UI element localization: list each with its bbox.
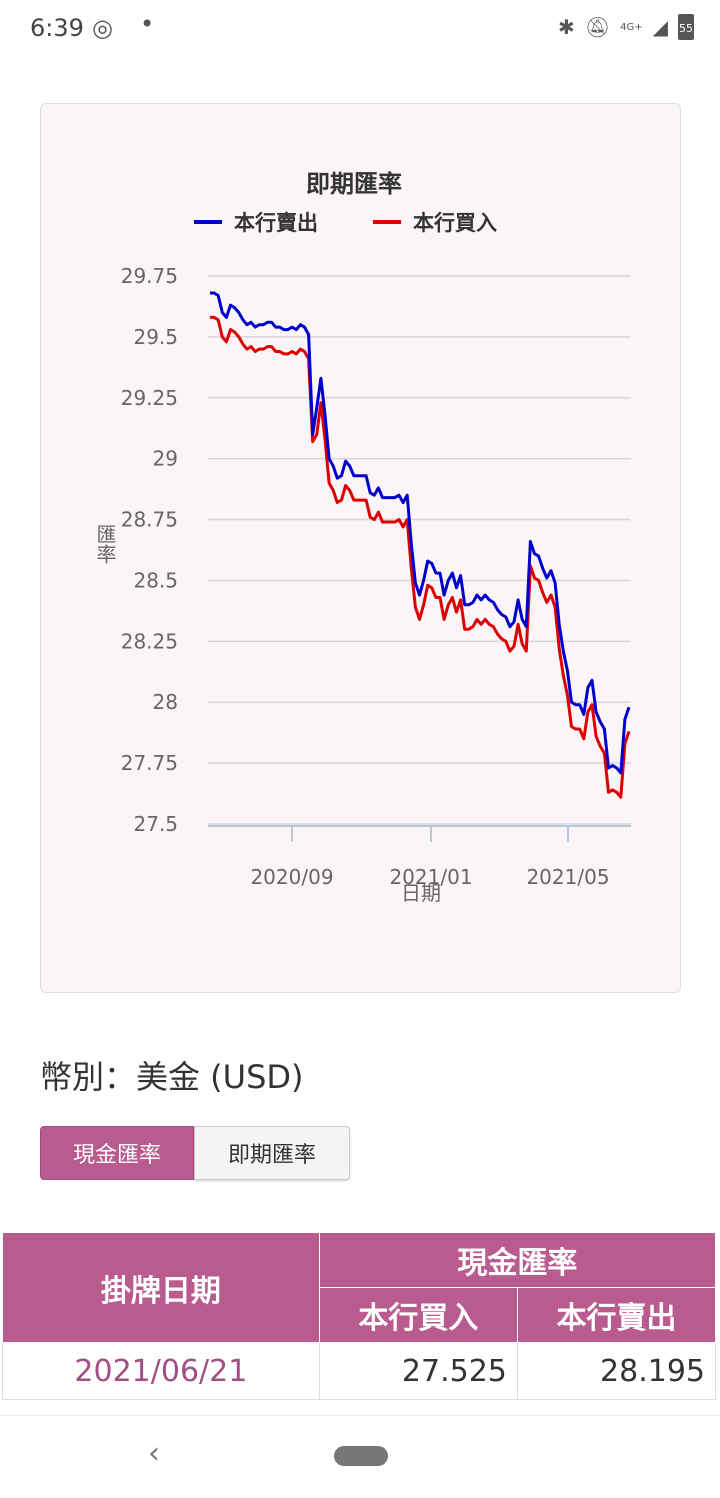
signal-icon: ◢	[652, 15, 668, 39]
y-tick-label: 28.75	[121, 508, 178, 532]
x-tick-label: 2020/09	[250, 865, 333, 889]
table-row: 2021/06/21 27.525 28.195	[2, 1342, 717, 1400]
currency-label: 幣別：美金 (USD)	[40, 1058, 304, 1096]
series-line	[210, 291, 631, 775]
network-label: 4G+	[620, 21, 643, 33]
x-tick-label: 2021/05	[526, 865, 609, 889]
back-chevron-icon[interactable]: ‹	[148, 1436, 160, 1471]
rates-table: 掛牌日期 現金匯率 本行買入 本行賣出 2021/06/21 27.525 28…	[2, 1232, 717, 1400]
y-tick-label: 28.25	[121, 629, 178, 653]
legend-label: 本行賣出	[234, 211, 318, 235]
chart-title: 即期匯率	[306, 170, 402, 198]
status-time: 6:39	[30, 14, 84, 42]
notification-dot-icon: •	[140, 10, 155, 38]
home-pill-icon[interactable]	[334, 1446, 388, 1466]
y-tick-label: 27.5	[133, 812, 178, 836]
y-tick-label: 29.5	[133, 325, 178, 349]
y-tick-label: 29.75	[121, 264, 178, 288]
tab-spot-rate[interactable]: 即期匯率	[194, 1126, 350, 1180]
cash-rate-group-header: 現金匯率	[318, 1232, 717, 1288]
bluetooth-icon: ✱	[557, 15, 575, 39]
chart-card: 即期匯率本行賣出 本行買入 29.75 29.5 29.25 29 28.75 28.5 28.…	[40, 103, 681, 993]
navigation-bar: ‹	[0, 1415, 720, 1498]
buy-column-header: 本行買入	[318, 1287, 518, 1343]
rate-type-toggle: 現金匯率 即期匯率	[40, 1126, 350, 1180]
x-axis-label: 日期	[401, 881, 441, 905]
y-tick-label: 28.5	[133, 568, 178, 592]
y-tick-label: 29	[153, 447, 178, 471]
y-axis-label: 匯率	[93, 524, 117, 564]
app-sync-icon: ◎	[92, 14, 113, 42]
status-icons: ✱ 🔕︎ 4G+ ◢ 55	[558, 14, 694, 40]
sell-column-header: 本行賣出	[516, 1287, 717, 1343]
row-sell: 28.195	[516, 1342, 717, 1400]
series-line	[210, 315, 631, 799]
legend-label: 本行買入	[413, 211, 497, 235]
date-column-header: 掛牌日期	[2, 1232, 320, 1343]
row-buy: 27.525	[318, 1342, 518, 1400]
y-tick-label: 27.75	[121, 751, 178, 775]
y-tick-label: 28	[153, 690, 178, 714]
battery-icon: 55	[678, 14, 694, 40]
y-tick-label: 29.25	[121, 386, 178, 410]
tab-cash-rate[interactable]: 現金匯率	[40, 1126, 194, 1180]
mute-icon: 🔕︎	[584, 15, 611, 39]
status-bar: 6:39 ◎ • ✱ 🔕︎ 4G+ ◢ 55	[0, 0, 720, 60]
row-date[interactable]: 2021/06/21	[2, 1342, 320, 1400]
x-tick-label: 2021/01	[389, 865, 472, 889]
